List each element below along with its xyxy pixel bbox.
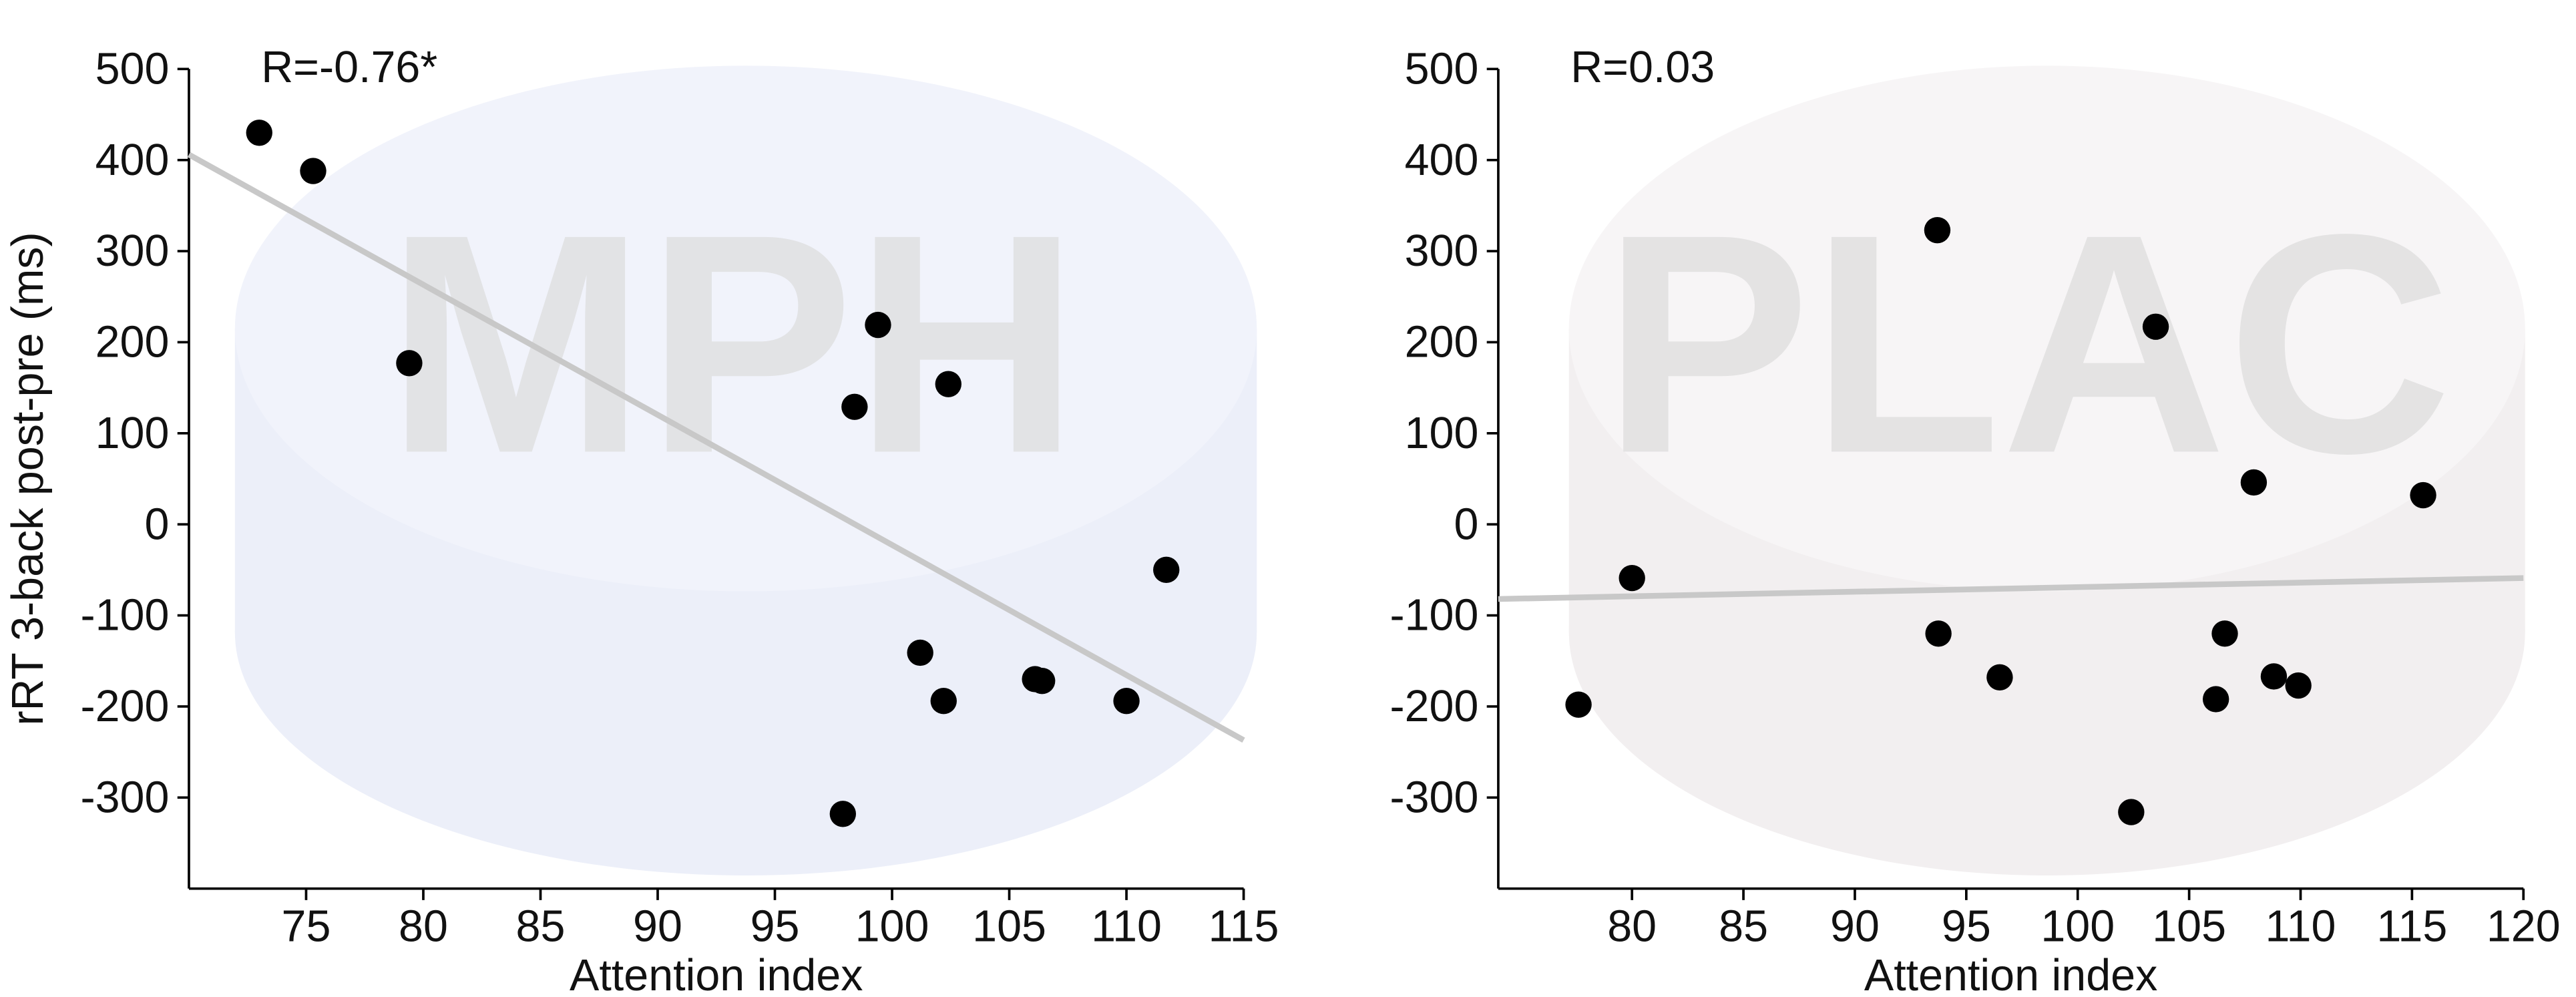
y-tick-label: 100 (95, 409, 170, 458)
point (1565, 691, 1592, 718)
watermark: PLAC (1602, 170, 2452, 518)
x-tick-label: 100 (2041, 902, 2115, 951)
point (2202, 686, 2229, 713)
x-tick-label: 95 (1942, 902, 1991, 951)
point (1113, 688, 1140, 715)
point (1029, 668, 1056, 694)
y-tick-label: 300 (1405, 226, 1479, 276)
point (246, 120, 272, 146)
x-tick-label: 105 (972, 902, 1046, 951)
x-tick-label: 75 (282, 902, 331, 951)
x-axis-label: Attention index (570, 951, 863, 997)
y-tick-label: -100 (1389, 591, 1478, 640)
y-tick-label: 300 (95, 226, 170, 276)
point (1925, 620, 1952, 647)
fit-line (187, 152, 1245, 743)
y-tick-label: 500 (95, 44, 170, 93)
y-tick-label: -300 (1389, 773, 1478, 822)
y-tick-label: 100 (1405, 409, 1479, 458)
point (2142, 313, 2169, 340)
point (907, 639, 933, 666)
x-tick-label: 110 (2266, 902, 2336, 951)
point (841, 393, 868, 420)
x-tick-label: 115 (1209, 902, 1279, 951)
x-tick-label: 100 (855, 902, 929, 951)
x-tick-label: 80 (399, 902, 448, 951)
x-tick-label: 115 (2376, 902, 2447, 951)
x-tick-label: 120 (2487, 902, 2561, 951)
point (2240, 469, 2268, 496)
point (396, 350, 423, 377)
x-tick-label: 105 (2152, 902, 2226, 951)
annotation: R=0.03 (1570, 43, 1715, 92)
x-tick-label: 90 (1830, 902, 1880, 951)
y-tick-label: 400 (1405, 136, 1479, 185)
y-tick-label: -300 (80, 773, 169, 822)
fit-line (1498, 575, 2524, 602)
y-tick-label: 200 (95, 318, 170, 367)
point (2118, 799, 2145, 825)
point (865, 311, 891, 339)
background-pill-left (234, 65, 1257, 875)
point (2285, 672, 2312, 699)
point (930, 688, 957, 715)
watermark: MPH (386, 170, 1080, 518)
x-tick-label: 85 (516, 902, 566, 951)
point (2260, 663, 2288, 690)
point (1153, 556, 1180, 584)
point (2211, 620, 2238, 647)
y-tick-label: -200 (1389, 682, 1478, 731)
x-tick-label: 110 (1091, 902, 1162, 951)
x-axis-label: Attention index (1864, 951, 2157, 997)
y-tick-label: 400 (95, 136, 170, 185)
x-tick-label: 90 (633, 902, 682, 951)
point (1924, 217, 1951, 244)
x-tick-label: 95 (750, 902, 800, 951)
y-tick-label: -200 (80, 682, 169, 731)
y-tick-label: 200 (1405, 318, 1479, 367)
x-tick-label: 85 (1719, 902, 1768, 951)
point (829, 801, 856, 827)
point (2410, 481, 2436, 509)
y-tick-label: 0 (144, 500, 169, 549)
point (300, 158, 327, 184)
annotation: R=-0.76* (261, 43, 437, 92)
y-tick-label: -100 (80, 591, 169, 640)
y-tick-label: 500 (1405, 44, 1479, 93)
y-axis-label: rRT 3-back post-pre (ms) (3, 232, 53, 725)
y-tick-label: 0 (1454, 500, 1478, 549)
background-pill-right (1568, 65, 2525, 875)
point (935, 371, 961, 397)
point (1619, 564, 1645, 592)
x-tick-label: 80 (1607, 902, 1657, 951)
point (1986, 664, 2013, 690)
